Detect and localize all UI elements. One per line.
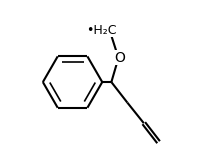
Text: •H₂C: •H₂C	[86, 24, 117, 37]
Text: O: O	[114, 51, 125, 65]
